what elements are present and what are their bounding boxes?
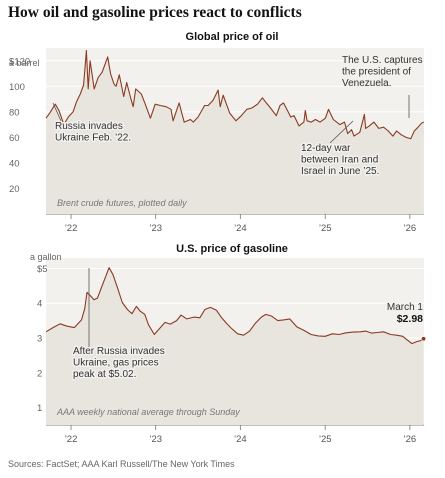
oil-annotation-leader bbox=[329, 120, 354, 144]
gas-y-tick-label: 1 bbox=[37, 403, 42, 414]
gas-x-tick-label: ’25 bbox=[319, 434, 332, 445]
gas-end-point bbox=[421, 336, 427, 342]
gasoline-chart: ’22 ’23 ’24 ’25 ’26 $5 4 3 2 1 After Russia inva… bbox=[30, 243, 427, 445]
gas-y-tick-label: 3 bbox=[37, 334, 42, 345]
oil-annotation-text: Russia invades bbox=[55, 121, 123, 132]
source-credit: Sources: FactSet; AAA Karl Russell/The N… bbox=[8, 459, 235, 469]
oil-annotation-leader bbox=[52, 102, 62, 122]
oil-chart-note: Brent crude futures, plotted daily bbox=[57, 198, 187, 208]
gas-x-tick-label: ’24 bbox=[234, 434, 247, 445]
gasoline-unit-label: a gallon bbox=[30, 252, 62, 262]
gasoline-chart-title: U.S. price of gasoline bbox=[176, 243, 288, 255]
gasoline-chart-note: AAA weekly national average through Sund… bbox=[56, 407, 240, 417]
oil-annotation-text: Ukraine Feb. ’22. bbox=[55, 133, 131, 144]
oil-x-tick-label: ’24 bbox=[234, 223, 247, 234]
oil-annotation-text: Israel in June ’25. bbox=[301, 166, 379, 177]
oil-unit-label: a barrel bbox=[9, 58, 40, 68]
oil-annotation-text: The U.S. captures bbox=[342, 55, 423, 66]
oil-price-line bbox=[45, 50, 425, 140]
oil-x-tick-label: ’25 bbox=[319, 223, 332, 234]
gas-x-tick-label: ’26 bbox=[404, 434, 417, 445]
gas-y-tick-label: 2 bbox=[37, 368, 42, 379]
oil-y-tick-label: 80 bbox=[9, 107, 20, 118]
gas-annotation-text: Ukraine, gas prices bbox=[73, 358, 159, 369]
gas-annotation-text: March 1 bbox=[387, 302, 424, 313]
chart-headline: How oil and gasoline prices react to con… bbox=[8, 4, 302, 21]
oil-annotation-text: 12-day war bbox=[301, 143, 351, 154]
oil-x-tick-label: ’23 bbox=[149, 223, 162, 234]
oil-annotation-text: between Iran and bbox=[301, 155, 378, 166]
gas-y-tick-label: $5 bbox=[37, 264, 48, 275]
gas-annotation-text: After Russia invades bbox=[73, 346, 165, 357]
oil-x-tick-label: ’26 bbox=[404, 223, 417, 234]
gas-y-tick-label: 4 bbox=[37, 299, 42, 310]
oil-y-tick-label: 20 bbox=[9, 184, 20, 195]
oil-chart: ’22 ’23 ’24 ’25 ’26 $120 100 80 60 40 20 Russia i… bbox=[9, 31, 424, 234]
gasoline-price-area bbox=[46, 267, 424, 425]
gasoline-price-line bbox=[45, 267, 424, 345]
oil-x-tick-label: ’22 bbox=[65, 223, 78, 234]
oil-y-tick-label: 60 bbox=[9, 133, 20, 144]
oil-y-tick-label: $120 bbox=[9, 56, 30, 67]
gas-x-tick-label: ’22 bbox=[65, 434, 78, 445]
gas-end-value-label: $2.98 bbox=[397, 313, 423, 325]
oil-y-tick-label: 100 bbox=[9, 82, 25, 93]
oil-annotation-text: the president of bbox=[342, 67, 411, 78]
gas-annotation-text: peak at $5.02. bbox=[73, 369, 136, 380]
oil-annotation-text: Venezuela. bbox=[342, 78, 392, 89]
oil-price-area bbox=[46, 50, 424, 214]
gas-x-tick-label: ’23 bbox=[149, 434, 162, 445]
oil-y-tick-label: 40 bbox=[9, 158, 20, 169]
oil-chart-title: Global price of oil bbox=[186, 31, 279, 43]
